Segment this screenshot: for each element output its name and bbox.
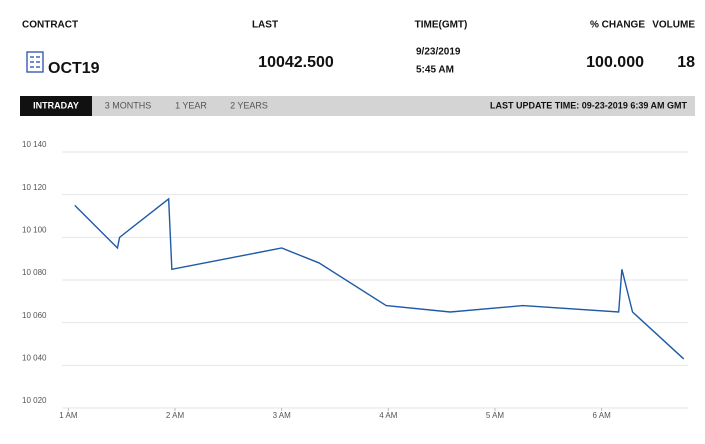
x-tick-label: 6 AM bbox=[593, 411, 612, 420]
y-tick-label: 10 080 bbox=[22, 268, 47, 277]
tab-bar bbox=[20, 96, 695, 116]
x-tick-label: 4 AM bbox=[379, 411, 398, 420]
x-tick-label: 3 AM bbox=[273, 411, 292, 420]
line bbox=[74, 197, 685, 360]
active-tab[interactable] bbox=[20, 96, 92, 116]
x-tick-label: 5 AM bbox=[486, 411, 505, 420]
last-value: 10042.500 bbox=[258, 54, 334, 71]
header-label: VOLUME bbox=[652, 20, 695, 31]
header-label: TIME(GMT) bbox=[415, 20, 468, 31]
chart: 10 020 10 040 10 060 10 080 10 100 10 120 10 1… bbox=[22, 140, 688, 420]
contract-value: OCT19 bbox=[48, 60, 100, 77]
last-update: LAST UPDATE TIME: 09-23-2019 6:39 AM GMT bbox=[490, 100, 688, 110]
tab[interactable]: 2 YEARS bbox=[230, 100, 268, 110]
header-label: CONTRACT bbox=[22, 20, 78, 31]
change-value: 100.000 bbox=[586, 54, 644, 71]
y-tick-label: 10 020 bbox=[22, 396, 47, 405]
volume-value: 18 bbox=[677, 54, 695, 71]
x-tick-label: 2 AM bbox=[166, 411, 185, 420]
y-tick-label: 10 060 bbox=[22, 311, 47, 320]
tab[interactable]: 3 MONTHS bbox=[105, 100, 152, 110]
y-tick-label: 10 040 bbox=[22, 353, 47, 362]
y-tick-label: 10 120 bbox=[22, 183, 47, 192]
time-value: 5:45 AM bbox=[416, 65, 454, 76]
x-tick-label: 1 AM bbox=[59, 411, 78, 420]
tab[interactable]: 1 YEAR bbox=[175, 100, 207, 110]
tab[interactable]: INTRADAY bbox=[33, 100, 79, 110]
time-date: 9/23/2019 bbox=[416, 47, 461, 58]
y-tick-label: 10 140 bbox=[22, 140, 47, 149]
header-label: % CHANGE bbox=[590, 20, 645, 31]
y-tick-label: 10 100 bbox=[22, 225, 47, 234]
contract-icon bbox=[26, 51, 44, 73]
header-label: LAST bbox=[252, 20, 278, 31]
